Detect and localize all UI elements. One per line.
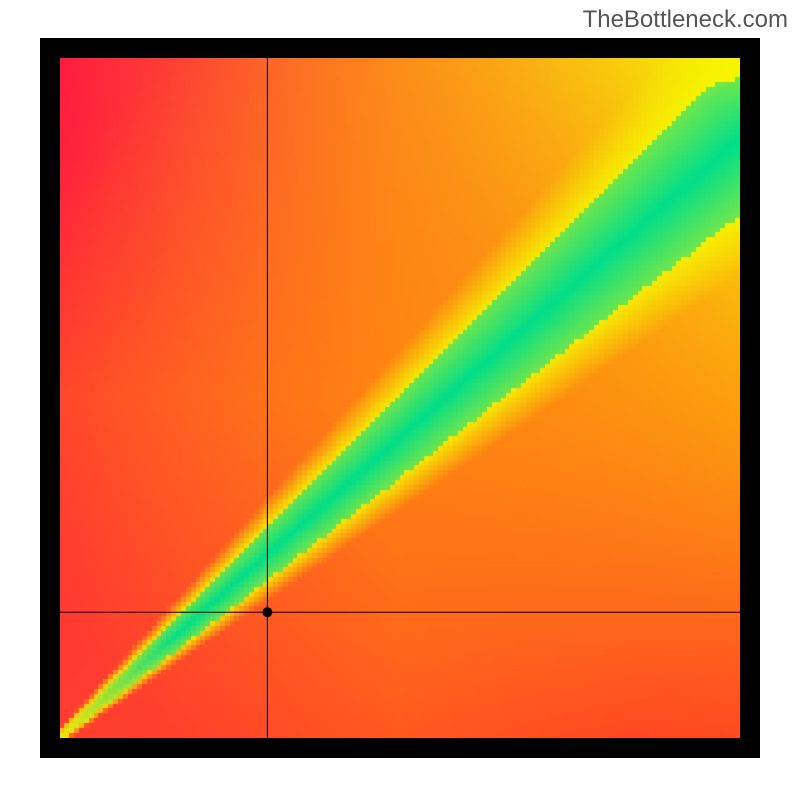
marker-dot — [262, 607, 272, 617]
watermark-text: TheBottleneck.com — [583, 6, 788, 34]
chart-overlay — [40, 38, 760, 758]
chart-frame — [40, 38, 760, 758]
chart-container: TheBottleneck.com — [0, 0, 800, 800]
